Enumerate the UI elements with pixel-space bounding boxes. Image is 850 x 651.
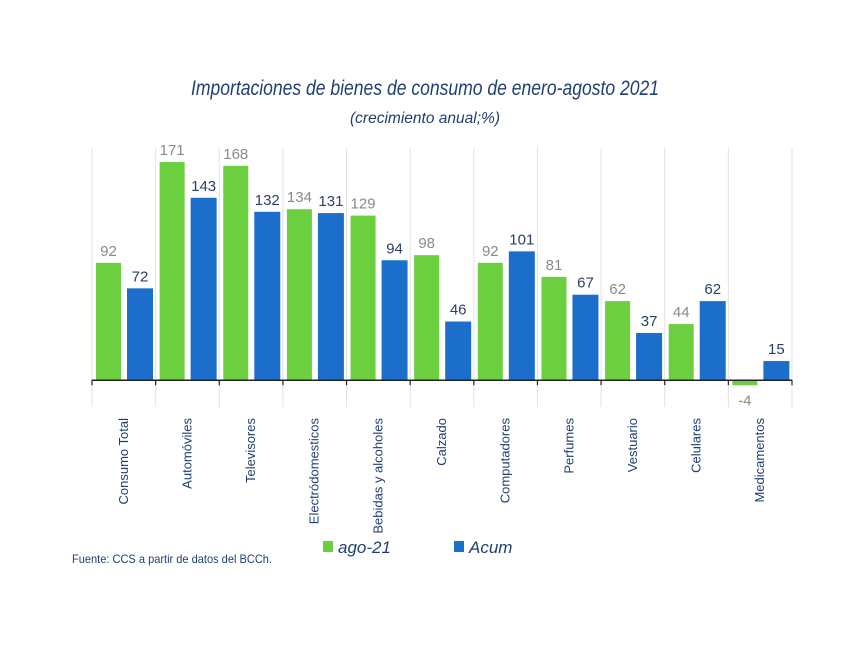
data-label: 94 [386,240,403,257]
category-label: Consumo Total [116,418,131,505]
category-label: Perfumes [561,418,576,474]
chart-title: Importaciones de bienes de consumo de en… [191,77,659,100]
data-label: 132 [255,192,280,209]
data-label: 81 [546,257,563,274]
data-label: 92 [482,243,499,260]
data-label: 92 [100,243,117,260]
chart-subtitle: (crecimiento anual;%) [350,110,500,127]
category-label: Celulares [689,418,704,473]
data-label: 168 [223,146,248,163]
data-label: 37 [641,313,658,330]
bar-ago-21 [605,301,631,381]
data-label: 67 [577,275,594,292]
category-label: Calzado [434,418,449,466]
data-label: 134 [287,189,312,206]
bar-ago-21 [414,255,440,381]
category-label: Medicamentos [752,418,767,503]
data-label: 131 [318,193,343,210]
bar-ago-21 [350,215,376,381]
legend-label: Acum [468,538,512,557]
data-label: 72 [132,268,149,285]
bar-ago-21 [159,162,185,381]
bar-Acum [127,288,153,381]
data-label: 62 [609,281,626,298]
bar-ago-21 [668,324,694,381]
category-label: Computadores [498,418,513,504]
category-label: Bebidas y alcoholes [370,418,385,534]
data-label: 62 [704,281,721,298]
bar-Acum [317,213,344,381]
bar-ago-21 [223,165,249,381]
data-label: 98 [418,235,435,252]
data-label: 171 [160,142,185,159]
category-label: Electródomesticos [307,418,322,525]
bar-Acum [572,294,599,381]
data-label: 46 [450,302,467,319]
data-label: -4 [738,392,751,409]
bar-Acum [445,321,472,381]
bar-ago-21 [541,276,567,381]
source-note: Fuente: CCS a partir de datos del BCCh. [72,552,272,566]
bar-Acum [190,197,217,381]
data-label: 129 [351,196,376,213]
category-label: Televisores [243,418,258,484]
data-label: 15 [768,341,785,358]
bar-Acum [636,333,663,381]
bar-Acum [254,211,281,381]
bar-ago-21 [286,209,312,381]
data-label: 101 [509,231,534,248]
bar-Acum [381,260,408,381]
bar-Acum [508,251,535,381]
legend-swatch [323,541,333,552]
bar-ago-21 [732,380,758,386]
category-label: Automóviles [179,418,194,489]
data-label: 143 [191,178,216,195]
bar-ago-21 [477,262,503,381]
data-label: 44 [673,304,690,321]
legend-label: ago-21 [338,538,391,557]
bar-ago-21 [96,262,121,381]
legend-swatch [454,541,464,552]
category-label: Vestuario [625,418,640,472]
bar-Acum [763,361,790,381]
bar-Acum [699,301,726,381]
